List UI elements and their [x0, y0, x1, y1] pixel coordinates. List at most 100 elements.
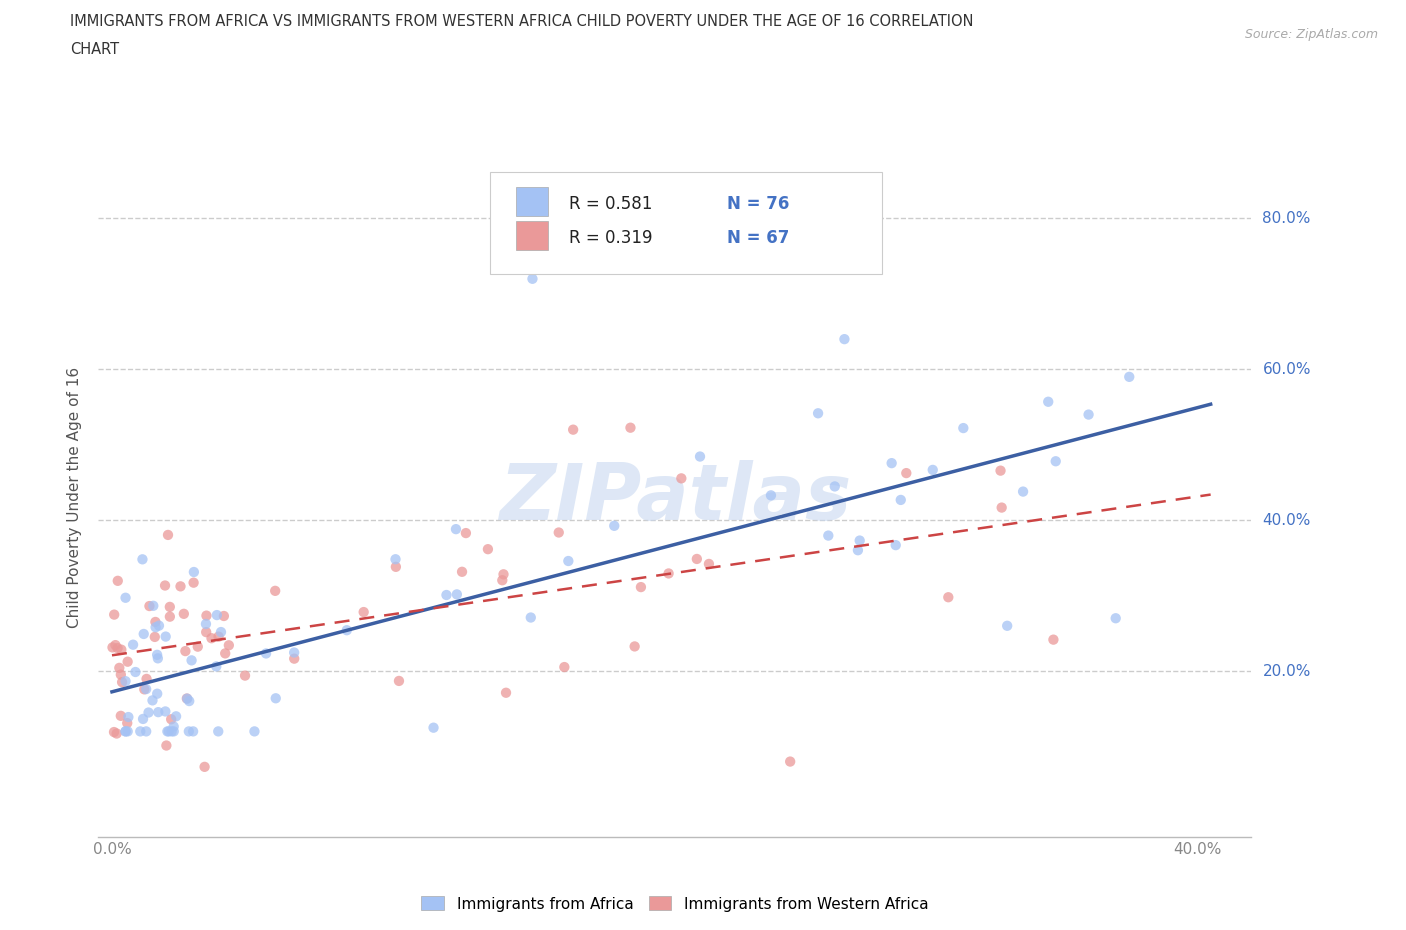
Point — [807, 405, 830, 420]
Point — [952, 420, 974, 435]
Point — [145, 615, 167, 630]
Point — [495, 685, 517, 700]
Point — [176, 691, 198, 706]
Point — [132, 627, 155, 642]
Point — [157, 724, 180, 738]
Point — [138, 705, 160, 720]
Point — [446, 587, 468, 602]
Point — [180, 653, 202, 668]
Point — [1042, 632, 1064, 647]
Point — [995, 618, 1018, 633]
Text: 60.0%: 60.0% — [1263, 362, 1310, 377]
Point — [824, 479, 846, 494]
Point — [491, 573, 513, 588]
Point — [388, 673, 411, 688]
Point — [107, 574, 129, 589]
Point — [195, 608, 218, 623]
Point — [557, 553, 579, 568]
Point — [111, 675, 134, 690]
Point — [1045, 454, 1067, 469]
Point — [117, 724, 139, 738]
Point — [890, 493, 912, 508]
Point — [114, 724, 136, 738]
Point — [114, 724, 136, 738]
Point — [183, 576, 205, 591]
Point — [132, 711, 155, 726]
Point — [177, 724, 200, 738]
Text: CHART: CHART — [70, 42, 120, 57]
Point — [1012, 485, 1035, 499]
Point — [936, 590, 959, 604]
Point — [921, 462, 943, 477]
Bar — [516, 187, 548, 216]
Point — [522, 272, 544, 286]
Point — [194, 617, 217, 631]
Point — [155, 738, 177, 753]
Point — [187, 639, 209, 654]
Point — [141, 693, 163, 708]
Point — [110, 709, 132, 724]
Point — [135, 671, 157, 686]
Point — [686, 551, 709, 566]
Point — [110, 643, 132, 658]
Point — [547, 525, 569, 540]
Point — [896, 466, 918, 481]
Point — [183, 565, 205, 579]
Point — [619, 420, 641, 435]
Point — [179, 694, 201, 709]
Text: 80.0%: 80.0% — [1263, 211, 1310, 226]
Point — [145, 619, 167, 634]
Point — [122, 637, 145, 652]
Point — [156, 724, 179, 738]
Point — [104, 638, 127, 653]
Point — [477, 542, 499, 557]
Point — [117, 710, 139, 724]
Point — [163, 719, 186, 734]
Point — [174, 644, 197, 658]
Bar — [516, 221, 548, 250]
Point — [990, 463, 1012, 478]
Point — [163, 724, 186, 738]
Point — [233, 668, 256, 683]
Point — [194, 760, 217, 775]
Text: ZIPatlas: ZIPatlas — [499, 459, 851, 536]
Point — [103, 724, 125, 739]
Point — [105, 726, 128, 741]
Point — [205, 659, 228, 674]
Point — [884, 538, 907, 552]
Point — [155, 629, 177, 644]
Point — [200, 631, 222, 645]
Point — [697, 556, 720, 571]
Point — [658, 566, 681, 581]
Point — [283, 645, 305, 660]
Point — [603, 518, 626, 533]
Text: R = 0.319: R = 0.319 — [569, 229, 652, 247]
Point — [143, 630, 166, 644]
Point — [115, 715, 138, 730]
Point — [630, 579, 652, 594]
Text: N = 67: N = 67 — [727, 229, 789, 247]
Text: IMMIGRANTS FROM AFRICA VS IMMIGRANTS FROM WESTERN AFRICA CHILD POVERTY UNDER THE: IMMIGRANTS FROM AFRICA VS IMMIGRANTS FRO… — [70, 14, 974, 29]
Point — [848, 533, 870, 548]
Point — [146, 686, 169, 701]
Point — [156, 527, 179, 542]
Point — [422, 720, 444, 735]
Point — [153, 578, 176, 593]
Point — [195, 625, 218, 640]
Point — [264, 691, 287, 706]
Point — [553, 659, 575, 674]
Point — [160, 711, 183, 726]
Point — [520, 610, 543, 625]
Point — [117, 655, 139, 670]
Point — [451, 565, 474, 579]
Text: Source: ZipAtlas.com: Source: ZipAtlas.com — [1244, 28, 1378, 41]
Point — [384, 551, 406, 566]
Point — [146, 651, 169, 666]
Point — [103, 607, 125, 622]
Point — [138, 599, 160, 614]
Point — [1077, 407, 1099, 422]
Point — [243, 724, 266, 738]
Point — [181, 724, 204, 738]
Point — [134, 682, 156, 697]
Point — [492, 567, 515, 582]
